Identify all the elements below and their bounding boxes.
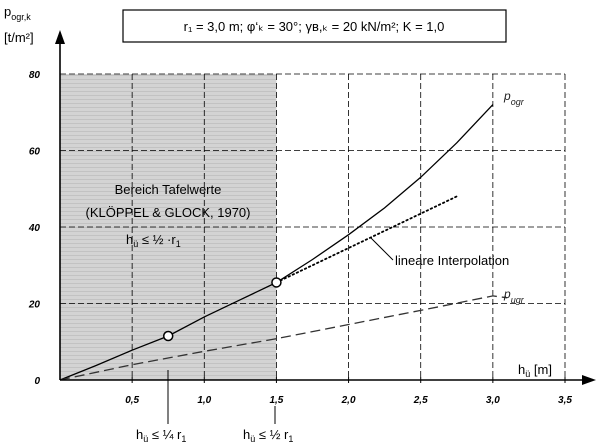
region-label-line1: Bereich Tafelwerte (115, 182, 222, 197)
y-tick-label-1: 20 (28, 300, 41, 311)
axes (55, 30, 596, 385)
y-axis-label: pogr,k (4, 4, 31, 22)
x-tick-label-4: 2,5 (413, 395, 428, 406)
tick-labels: 0,5 1,0 1,5 2,0 2,5 3,0 3,5 0 20 40 60 80 (28, 70, 573, 406)
chart-title: r₁ = 3,0 m; φ‘ₖ = 30°; γʙ,ₖ = 20 kN/m²; … (184, 19, 445, 34)
y-tick-label-0: 0 (34, 376, 40, 387)
x-tick-label-1: 1,0 (197, 395, 211, 406)
y-axis-arrow (55, 30, 65, 44)
x-tick-label-3: 2,0 (341, 395, 356, 406)
series-line-linear-interpolation (275, 195, 458, 284)
y-axis-unit: [t/m²] (4, 30, 34, 45)
x-axis-arrow (582, 375, 596, 385)
region-label-line2: (KLÖPPEL & GLOCK, 1970) (86, 205, 251, 220)
x-axis-label: hü [m] (518, 362, 552, 379)
markers-group (162, 277, 282, 342)
grid (60, 73, 566, 380)
y-tick-label-3: 60 (29, 147, 41, 158)
marker1-label: hü ≤ ¼ r1 (136, 427, 186, 443)
marker-point-0 (162, 330, 174, 342)
interp-leader-line (370, 237, 394, 261)
x-tick-label-0: 0,5 (125, 395, 139, 406)
interp-label: lineare Interpolation (395, 253, 509, 268)
region-formula: hü ≤ ½ ·r1 (126, 232, 181, 249)
marker-point-1 (271, 277, 282, 288)
x-tick-label-5: 3,0 (486, 395, 500, 406)
y-tick-label-2: 40 (28, 223, 41, 234)
title-box (122, 9, 507, 43)
y-tick-label-4: 80 (29, 70, 41, 81)
marker2-label: hü ≤ ½ r1 (243, 427, 293, 443)
x-tick-label-2: 1,5 (269, 395, 283, 406)
series-line-p_ugr (59, 295, 508, 381)
x-tick-label-6: 3,5 (558, 395, 572, 406)
curve-label-p-ugr: pugr (503, 287, 525, 305)
curve-label-p-ogr: pogr (503, 89, 525, 107)
